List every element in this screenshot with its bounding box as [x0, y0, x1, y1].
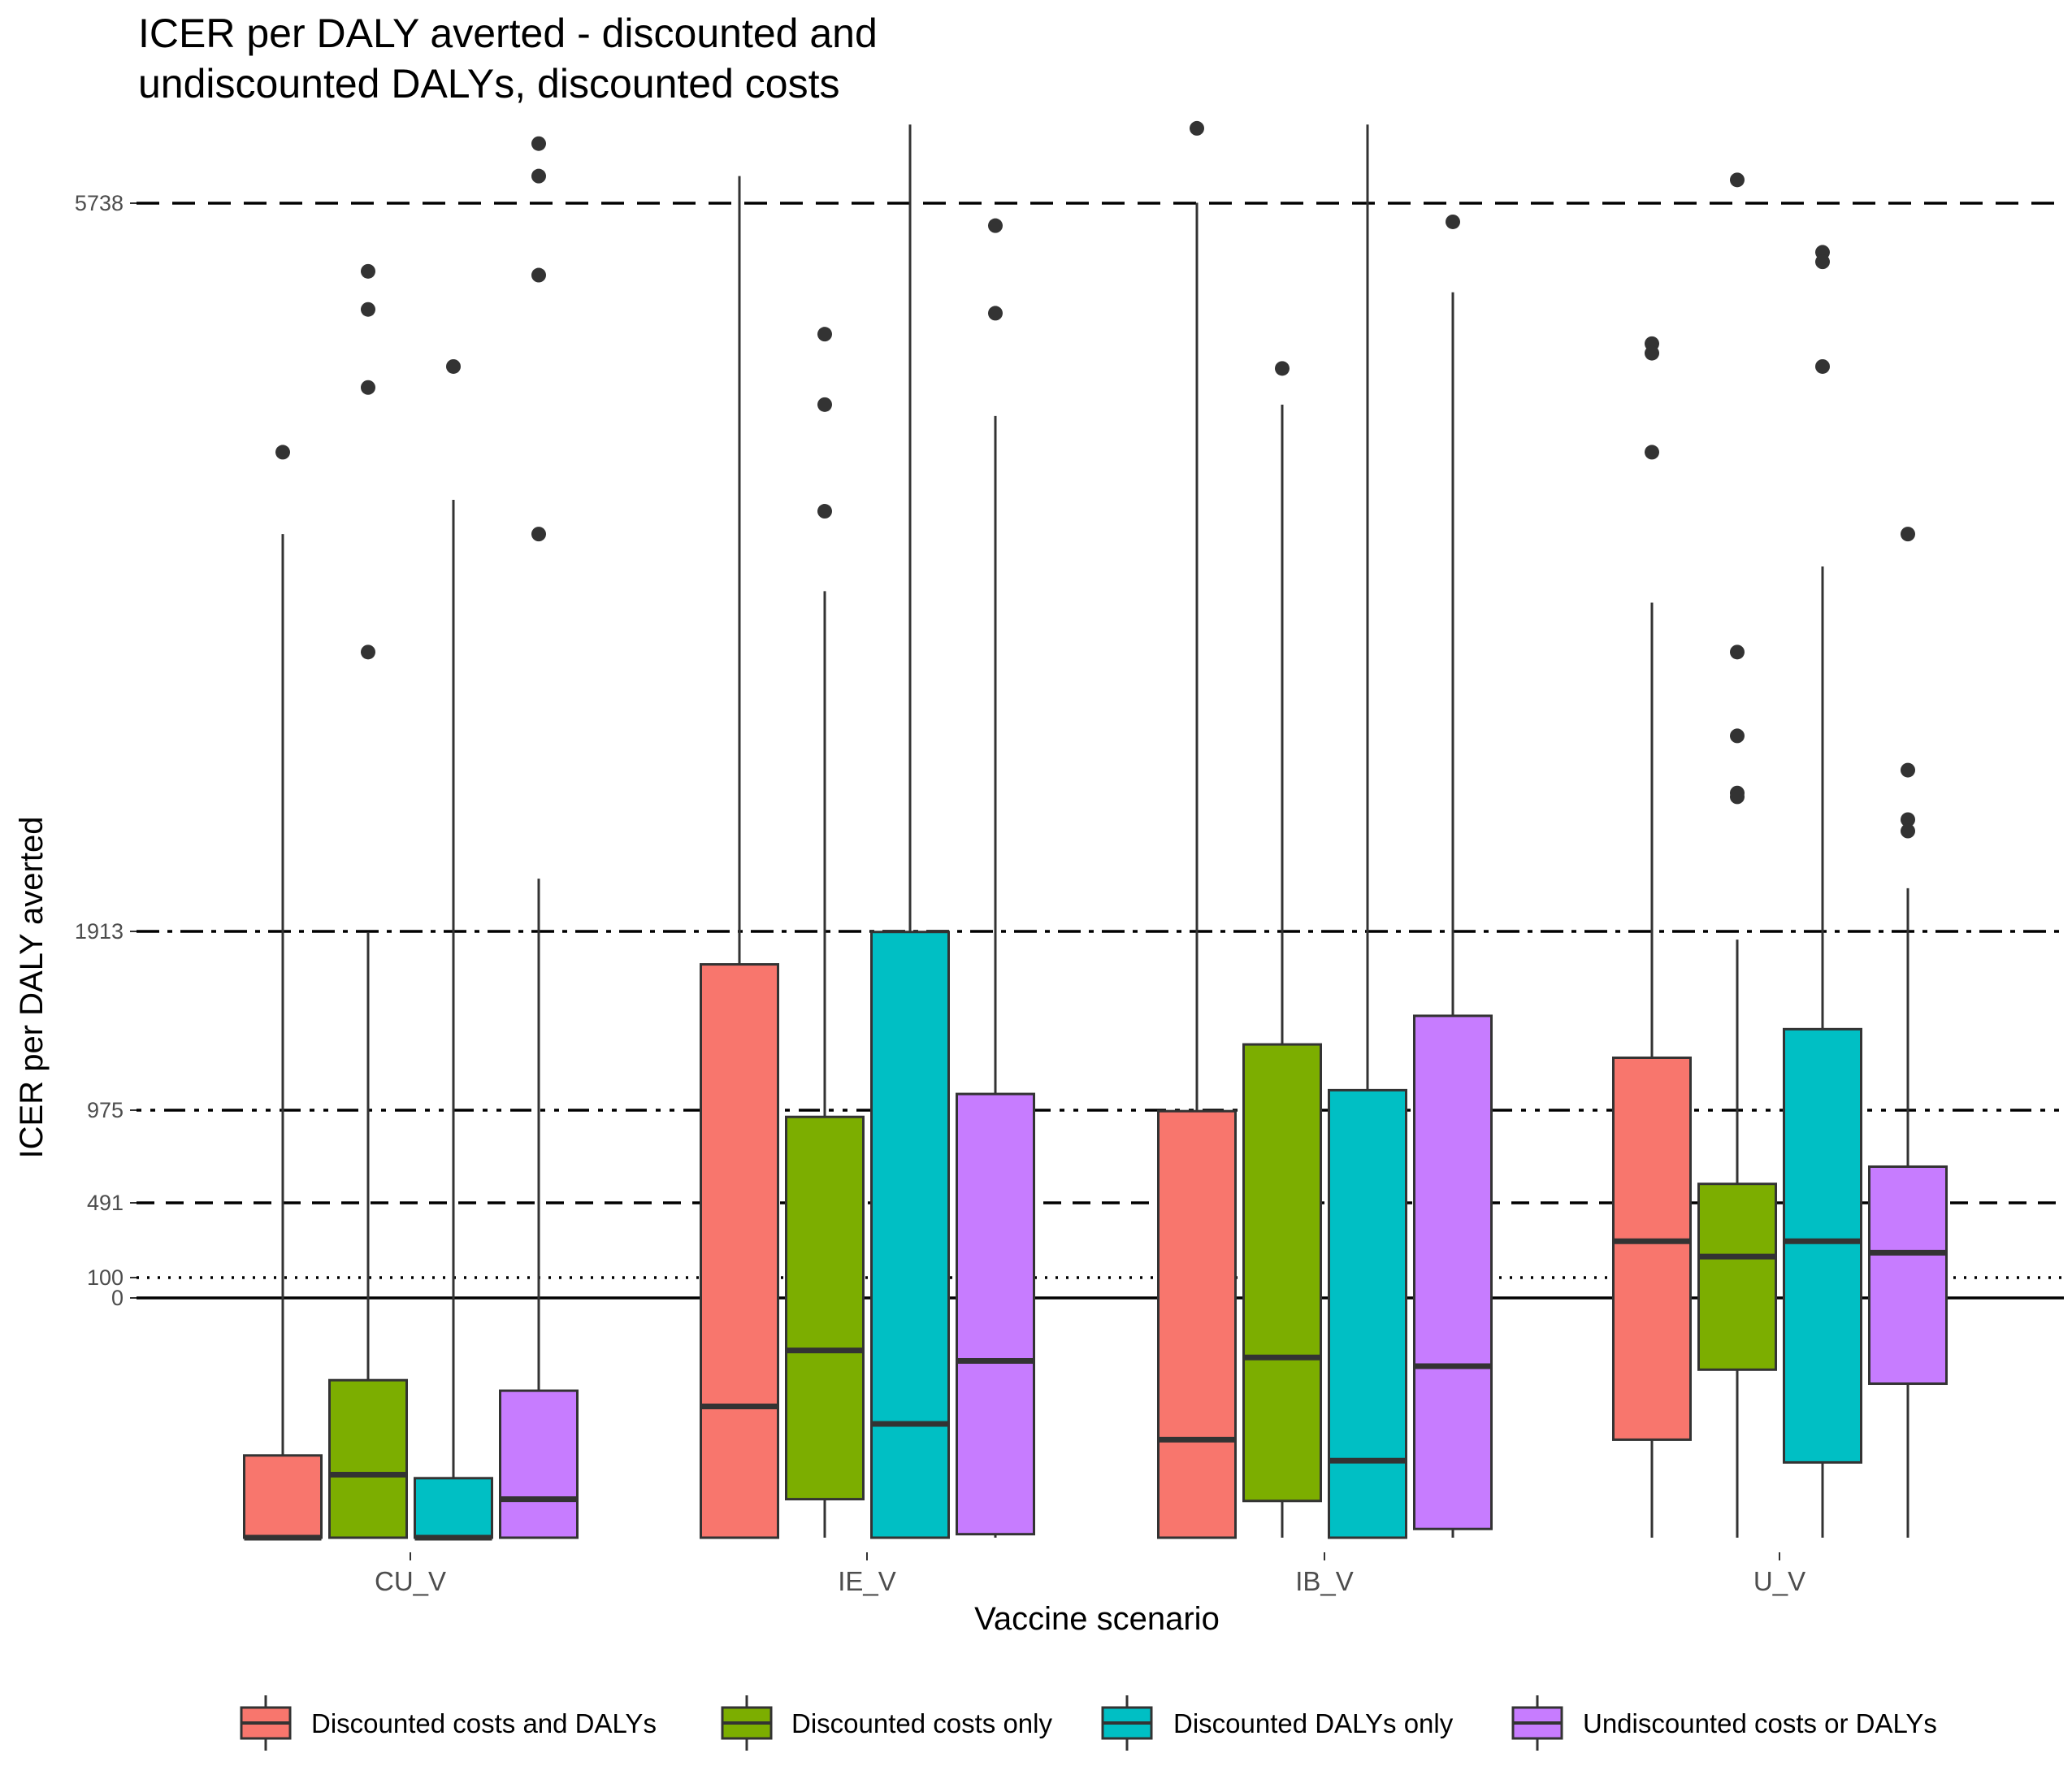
- outlier-point: [817, 327, 832, 342]
- y-axis-title: ICER per DALY averted: [14, 817, 50, 1159]
- box-U_V-3: [1783, 245, 1862, 1538]
- outlier-point: [361, 302, 375, 317]
- y-tick-label: 1913: [75, 919, 124, 944]
- box-body: [870, 931, 950, 1539]
- box-U_V-2: [1697, 172, 1777, 1538]
- chart-title-line-1: ICER per DALY averted - discounted and: [138, 11, 878, 56]
- box-body: [328, 1378, 408, 1539]
- y-tick-label: 5738: [75, 191, 124, 215]
- box-body: [1157, 1109, 1237, 1539]
- outlier-point: [1730, 789, 1745, 805]
- outlier-point: [1730, 172, 1745, 188]
- box-CU_V-1: [243, 445, 323, 1541]
- y-tick-label: 491: [87, 1191, 124, 1215]
- outlier-point: [1815, 254, 1830, 270]
- outlier-point: [1730, 644, 1745, 660]
- box-CU_V-2: [328, 263, 408, 1539]
- outlier-point: [275, 445, 290, 460]
- legend-label: Undiscounted costs or DALYs: [1583, 1708, 1937, 1738]
- legend-item-1: Discounted costs and DALYs: [240, 1695, 657, 1751]
- box-body: [414, 1477, 493, 1539]
- outlier-point: [1901, 762, 1915, 778]
- outlier-point: [1645, 345, 1659, 361]
- box-plots: [243, 120, 1948, 1541]
- outlier-point: [1190, 120, 1204, 136]
- outlier-point: [531, 267, 546, 283]
- outlier-point: [1446, 214, 1460, 229]
- x-tick-label: CU_V: [375, 1566, 446, 1596]
- legend: Discounted costs and DALYs Discounted cos…: [240, 1695, 1937, 1751]
- legend-label: Discounted DALYs only: [1173, 1708, 1454, 1738]
- box-body: [1413, 1014, 1493, 1530]
- x-tick-label: U_V: [1753, 1566, 1805, 1596]
- box-IE_V-4: [956, 218, 1035, 1538]
- legend-item-3: Discounted DALYs only: [1101, 1695, 1454, 1751]
- box-body: [700, 963, 779, 1539]
- outlier-point: [988, 306, 1003, 321]
- outlier-point: [361, 380, 375, 395]
- box-IB_V-1: [1157, 120, 1237, 1539]
- box-body: [1697, 1183, 1777, 1371]
- y-tick-label: 0: [111, 1286, 124, 1310]
- outlier-point: [531, 527, 546, 542]
- box-IE_V-3: [870, 124, 950, 1539]
- y-tick-label: 100: [87, 1265, 124, 1290]
- outlier-point: [1645, 445, 1659, 460]
- outlier-point: [817, 504, 832, 519]
- box-IE_V-1: [700, 176, 779, 1539]
- box-body: [243, 1454, 323, 1539]
- box-body: [1242, 1043, 1322, 1503]
- y-tick-label: 975: [87, 1098, 124, 1122]
- box-IB_V-2: [1242, 361, 1322, 1538]
- outlier-point: [531, 168, 546, 184]
- x-axis-ticks: CU_V IE_V IB_V U_V: [375, 1552, 1805, 1596]
- outlier-point: [361, 644, 375, 660]
- outlier-point: [817, 397, 832, 412]
- outlier-point: [1901, 823, 1915, 839]
- box-U_V-4: [1868, 527, 1948, 1538]
- box-body: [1783, 1027, 1862, 1464]
- outlier-point: [1275, 361, 1290, 376]
- box-CU_V-3: [414, 358, 493, 1541]
- legend-label: Discounted costs and DALYs: [311, 1708, 657, 1738]
- box-body: [1868, 1165, 1948, 1386]
- box-CU_V-4: [499, 136, 579, 1539]
- legend-label: Discounted costs only: [791, 1708, 1052, 1738]
- outlier-point: [361, 263, 375, 279]
- legend-item-4: Undiscounted costs or DALYs: [1511, 1695, 1937, 1751]
- box-body: [956, 1092, 1035, 1536]
- x-tick-label: IE_V: [838, 1566, 896, 1596]
- x-tick-label: IB_V: [1295, 1566, 1354, 1596]
- box-body: [1328, 1088, 1407, 1539]
- box-U_V-1: [1612, 336, 1692, 1538]
- legend-item-2: Discounted costs only: [721, 1695, 1052, 1751]
- outlier-point: [1730, 728, 1745, 744]
- outlier-point: [446, 358, 461, 374]
- x-axis-title: Vaccine scenario: [974, 1601, 1220, 1637]
- box-body: [785, 1115, 865, 1501]
- box-IB_V-4: [1413, 214, 1493, 1538]
- reference-lines: [137, 202, 2064, 1300]
- box-body: [1612, 1057, 1692, 1441]
- outlier-point: [1815, 358, 1830, 374]
- outlier-point: [531, 136, 546, 151]
- outlier-point: [1901, 527, 1915, 542]
- box-body: [499, 1389, 579, 1539]
- box-IE_V-2: [785, 327, 865, 1538]
- outlier-point: [1901, 812, 1915, 827]
- box-IB_V-3: [1328, 124, 1407, 1539]
- chart-title-line-2: undiscounted DALYs, discounted costs: [138, 61, 839, 106]
- outlier-point: [988, 218, 1003, 233]
